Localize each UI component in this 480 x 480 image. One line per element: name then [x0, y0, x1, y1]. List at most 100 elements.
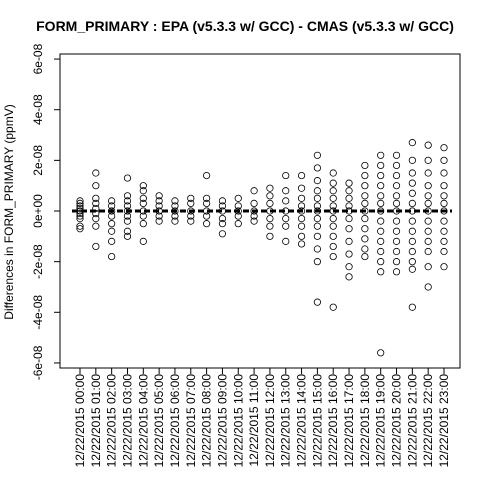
- point: [76, 222, 84, 230]
- point: [234, 202, 242, 210]
- point: [282, 171, 290, 180]
- point: [108, 202, 116, 210]
- point: [329, 187, 337, 195]
- point: [408, 156, 416, 164]
- point: [329, 242, 337, 251]
- point: [377, 227, 385, 235]
- point: [155, 217, 163, 225]
- point: [377, 247, 385, 256]
- x-tick-label: 12/22/2015 00:00: [73, 374, 87, 468]
- point: [440, 263, 448, 271]
- point: [234, 194, 242, 202]
- point: [392, 151, 401, 159]
- point: [329, 252, 337, 261]
- point: [440, 182, 448, 190]
- point: [408, 227, 416, 235]
- point: [76, 225, 84, 233]
- point: [108, 212, 116, 220]
- y-tick-label: -6e-08: [31, 345, 45, 380]
- point: [408, 237, 416, 245]
- point: [76, 209, 84, 218]
- point: [203, 212, 211, 220]
- point: [345, 179, 353, 187]
- point: [424, 217, 432, 225]
- point: [108, 252, 116, 261]
- point: [424, 263, 432, 271]
- x-tick-label: 12/22/2015 21:00: [405, 374, 419, 468]
- point: [313, 177, 321, 185]
- x-tick-label: 12/22/2015 07:00: [184, 374, 198, 468]
- x-tick-label: 12/22/2015 16:00: [326, 374, 340, 468]
- point: [392, 268, 401, 276]
- point: [408, 258, 416, 266]
- point: [282, 197, 290, 205]
- x-tick-label: 12/22/2015 06:00: [168, 374, 182, 468]
- point: [361, 161, 369, 170]
- point: [297, 194, 306, 202]
- point: [92, 222, 100, 230]
- x-tick-label: 12/22/2015 13:00: [279, 374, 293, 468]
- point: [345, 250, 353, 258]
- point: [424, 199, 432, 208]
- point: [377, 192, 385, 200]
- x-tick-label: 12/22/2015 01:00: [89, 374, 103, 468]
- point: [440, 156, 448, 164]
- point: [187, 212, 195, 220]
- point: [424, 192, 432, 200]
- point: [377, 349, 385, 357]
- point: [297, 202, 306, 210]
- point: [392, 237, 401, 245]
- point: [123, 197, 132, 205]
- point: [139, 212, 147, 220]
- x-tick-label: 12/22/2015 14:00: [295, 374, 309, 468]
- point: [408, 139, 416, 147]
- x-tick-label: 12/22/2015 23:00: [437, 374, 451, 468]
- point: [313, 194, 321, 202]
- point: [377, 258, 385, 266]
- point: [282, 187, 290, 195]
- point: [297, 184, 306, 192]
- x-tick-label: 12/22/2015 19:00: [374, 374, 388, 468]
- x-tick-label: 12/22/2015 15:00: [310, 374, 324, 468]
- point: [440, 199, 448, 208]
- point: [392, 227, 401, 235]
- point: [123, 227, 132, 235]
- point: [218, 197, 227, 205]
- point: [377, 237, 385, 245]
- point: [313, 187, 321, 195]
- point: [361, 199, 369, 208]
- point: [440, 227, 448, 235]
- point: [297, 222, 306, 230]
- point: [282, 237, 290, 245]
- point: [313, 298, 321, 306]
- point: [266, 199, 274, 208]
- point: [250, 187, 258, 195]
- point: [440, 217, 448, 225]
- point: [424, 182, 432, 190]
- point: [76, 202, 84, 210]
- point: [155, 202, 163, 210]
- point: [313, 232, 321, 240]
- point: [250, 217, 258, 225]
- point: [329, 169, 337, 177]
- point: [361, 252, 369, 261]
- point: [203, 171, 211, 180]
- y-tick-label: 4e-08: [31, 94, 45, 125]
- y-tick-label: 2e-08: [31, 145, 45, 176]
- point: [203, 199, 211, 208]
- point: [313, 202, 321, 210]
- point: [329, 222, 337, 230]
- point: [123, 217, 132, 225]
- x-tick-label: 12/22/2015 03:00: [120, 374, 134, 468]
- point: [361, 225, 369, 233]
- point: [329, 303, 337, 311]
- x-tick-label: 12/22/2015 05:00: [152, 374, 166, 468]
- point: [218, 214, 227, 223]
- point: [345, 194, 353, 202]
- x-tick-label: 12/22/2015 02:00: [105, 374, 119, 468]
- point: [108, 197, 116, 205]
- point: [297, 232, 306, 240]
- point: [377, 199, 385, 208]
- point: [329, 214, 337, 223]
- point: [155, 212, 163, 220]
